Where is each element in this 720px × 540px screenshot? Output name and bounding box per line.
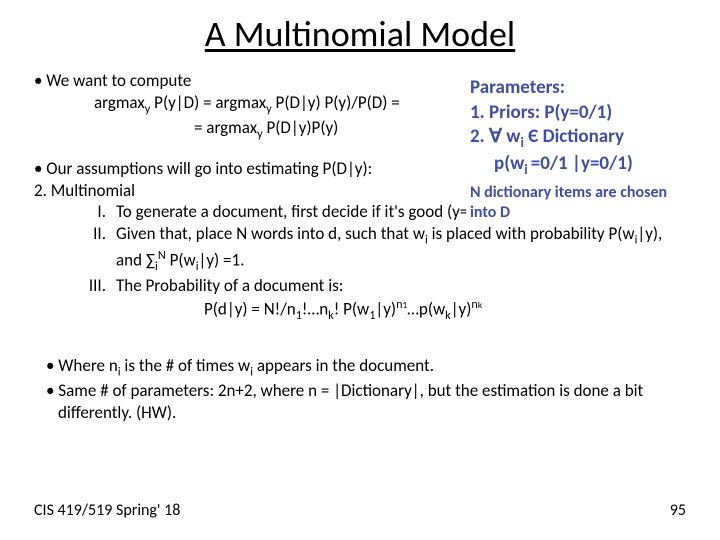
doc-prob-formula: P(d|y) = N!/n1!…nk! P(w1|y)n1…p(wk|y)nk	[204, 297, 686, 324]
roman-num: I.	[82, 201, 116, 223]
roman-text: The Probability of a document is:	[116, 275, 686, 297]
txt: argmax	[94, 92, 145, 113]
txt: p(w	[494, 152, 524, 175]
footer-left: CIS 419/519 Spring' 18	[34, 501, 180, 520]
param-sub: p(wi =0/1 |y=0/1)	[494, 152, 690, 179]
txt: is placed with probability P(w	[428, 223, 635, 244]
txt: P(w	[166, 250, 196, 271]
txt: …p(w	[407, 298, 445, 319]
txt: 2. ∀ w	[470, 125, 520, 148]
roman-3: III. The Probability of a document is:	[82, 275, 686, 297]
txt: ! P(w	[334, 298, 369, 319]
bullet-same-params: • Same # of parameters: 2n+2, where n = …	[58, 380, 686, 424]
slide-container: A Multinomial Model • We want to compute…	[0, 0, 720, 540]
txt: dictionary items are chosen into D	[470, 183, 667, 223]
param-line-2: 2. ∀ wi Є Dictionary	[470, 125, 690, 152]
txt: Given that, place N words into d, such t…	[116, 223, 425, 244]
txt: Є Dictionary	[524, 125, 624, 148]
sup-n: N	[158, 248, 166, 263]
param-line-1: 1. Priors: P(y=0/1)	[470, 101, 690, 126]
roman-2: II. Given that, place N words into d, su…	[82, 223, 686, 275]
txt: is the # of times w	[121, 355, 251, 376]
slide-title: A Multinomial Model	[34, 12, 686, 56]
bullet-ni: • Where ni is the # of times wi appears …	[58, 355, 686, 380]
roman-text: Given that, place N words into d, such t…	[116, 223, 686, 275]
txt: P(D|y) P(y)/P(D) =	[272, 92, 400, 113]
param-title: Parameters:	[470, 76, 690, 101]
param-note: N dictionary items are chosen into D	[470, 183, 690, 225]
txt: • Where n	[46, 355, 118, 376]
footer: CIS 419/519 Spring' 18 95	[34, 501, 686, 520]
gap	[34, 323, 686, 339]
sup-n1: n1	[396, 297, 407, 312]
txt: appears in the document.	[253, 355, 434, 376]
parameters-box: Parameters: 1. Priors: P(y=0/1) 2. ∀ wi …	[466, 74, 694, 226]
txt: |y) =1.	[199, 250, 245, 271]
roman-num: II.	[82, 223, 116, 275]
txt: P(d|y) = N!/n	[204, 298, 296, 319]
txt: |y)	[451, 298, 472, 319]
gap	[34, 339, 686, 355]
txt: P(D|y)P(y)	[263, 117, 339, 138]
txt: = argmax	[194, 117, 257, 138]
txt: !…n	[302, 298, 328, 319]
txt: N	[470, 183, 481, 202]
roman-num: III.	[82, 275, 116, 297]
txt: P(y|D) = argmax	[150, 92, 266, 113]
sup-nk: nk	[471, 297, 482, 312]
footer-right: 95	[670, 501, 686, 520]
txt: =0/1 |y=0/1)	[531, 152, 633, 175]
txt: |y)	[375, 298, 396, 319]
